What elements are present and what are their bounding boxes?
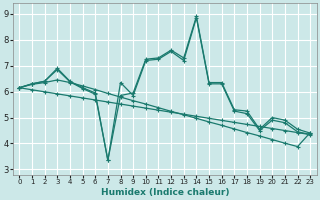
X-axis label: Humidex (Indice chaleur): Humidex (Indice chaleur): [100, 188, 229, 197]
